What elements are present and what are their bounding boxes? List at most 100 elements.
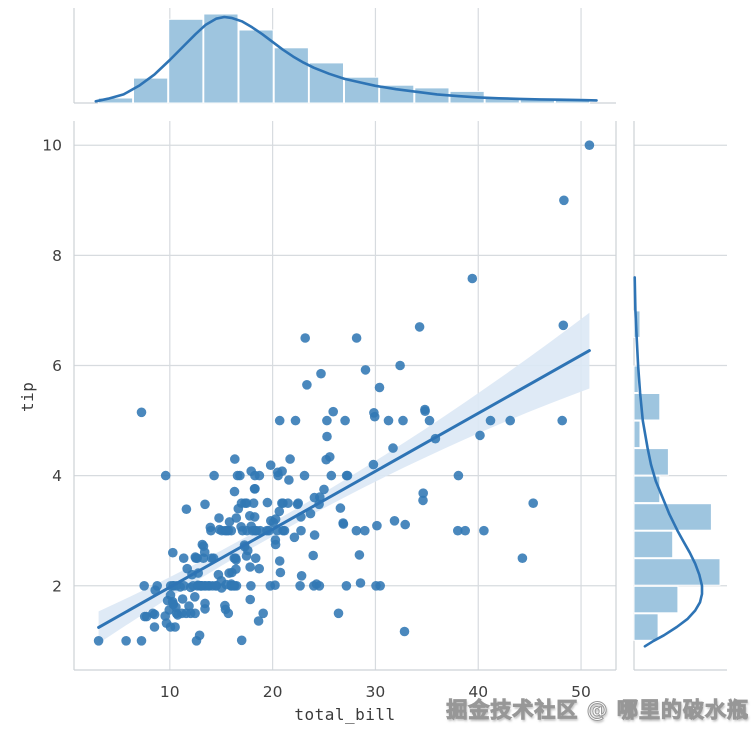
x-tick-label: 50	[571, 683, 591, 701]
scatter-point	[418, 488, 429, 499]
scatter-point	[236, 635, 247, 646]
scatter-point	[374, 382, 385, 393]
right-kde-curve	[633, 276, 704, 648]
scatter-point	[285, 454, 295, 464]
top-histogram-bar	[273, 47, 309, 104]
scatter-point	[181, 504, 192, 514]
x-tick-label: 30	[366, 683, 386, 701]
scatter-point	[136, 407, 147, 418]
tick-labels: 10 20 30 40 50 2 4 6 8 10	[42, 137, 591, 701]
top-kde-curve	[94, 15, 598, 103]
scatter-point	[354, 550, 365, 560]
scatter-point	[584, 140, 595, 150]
scatter-point	[139, 581, 149, 591]
scatter-point	[258, 608, 269, 619]
scatter-point	[295, 581, 305, 591]
x-tick-label: 20	[263, 683, 283, 701]
scatter-point	[290, 415, 301, 426]
scatter-point	[322, 431, 332, 442]
scatter-point	[292, 499, 303, 510]
scatter-point	[165, 622, 176, 632]
scatter-point	[453, 525, 463, 536]
scatter-point	[249, 512, 260, 522]
scatter-point	[289, 532, 300, 543]
scatter-point	[121, 636, 131, 646]
scatter-point	[479, 525, 489, 536]
scatter-point	[213, 569, 224, 580]
scatter-point	[220, 600, 230, 611]
y-tick-label: 4	[52, 467, 62, 485]
scatter-point	[360, 365, 371, 375]
y-tick-label: 10	[42, 137, 62, 155]
scatter-point	[198, 553, 209, 563]
scatter-point	[275, 567, 286, 578]
scatter-point	[360, 525, 370, 536]
scatter-point	[395, 360, 405, 371]
scatter-point	[162, 595, 173, 606]
scatter-point	[316, 368, 326, 379]
scatter-point	[255, 525, 265, 536]
scatter-point	[309, 530, 320, 540]
scatter-point	[270, 535, 281, 545]
scatter-point	[372, 520, 382, 531]
scatter-point	[246, 581, 256, 591]
scatter-point	[178, 553, 189, 563]
y-tick-label: 2	[52, 577, 62, 595]
gridlines	[74, 8, 727, 670]
scatter-point	[400, 519, 411, 530]
x-tick-label: 40	[468, 683, 488, 701]
scatter-point	[309, 581, 319, 591]
scatter-point	[383, 415, 394, 426]
top-histogram-bars	[97, 13, 591, 104]
scatter-point	[351, 525, 362, 536]
scatter-point	[371, 581, 381, 591]
scatter-point	[200, 604, 210, 614]
scatter-point	[190, 608, 200, 619]
scatter-point	[232, 470, 243, 481]
scatter-point	[414, 322, 425, 332]
scatter-point	[322, 415, 332, 426]
scatter-point	[517, 553, 528, 563]
scatter-point	[399, 626, 410, 637]
top-histogram-bar	[133, 77, 169, 104]
scatter-point	[160, 470, 171, 481]
scatter-point	[558, 320, 569, 331]
x-tick-label: 10	[160, 683, 180, 701]
scatter-point	[191, 636, 202, 646]
scatter-point	[211, 581, 221, 591]
scatter-point	[368, 459, 379, 470]
scatter-point	[229, 553, 240, 563]
scatter-point	[475, 430, 485, 441]
scatter-point	[274, 506, 285, 517]
right-histogram-bar	[633, 585, 679, 614]
y-axis-label: tip	[18, 381, 37, 412]
scatter-point	[342, 470, 353, 481]
scatter-point	[136, 636, 147, 646]
scatter-point	[557, 415, 567, 426]
regression-line	[97, 349, 591, 629]
scatter-point	[233, 503, 244, 514]
scatter-point	[221, 579, 231, 590]
scatter-point	[214, 513, 224, 523]
scatter-point	[229, 486, 240, 497]
y-tick-label: 6	[52, 357, 62, 375]
scatter-point	[300, 333, 311, 343]
top-histogram-bar	[238, 29, 274, 104]
scatter-point	[265, 460, 276, 471]
scatter-point	[453, 470, 464, 481]
scatter-point	[274, 415, 285, 426]
scatter-point	[248, 498, 259, 509]
scatter-point	[389, 516, 400, 526]
right-histogram-bar	[633, 503, 712, 531]
scatter-point	[223, 608, 234, 619]
scatter-point	[179, 581, 189, 591]
scatter-point	[398, 415, 408, 426]
scatter-point	[268, 517, 279, 528]
scatter-point	[420, 406, 430, 417]
scatter-point	[221, 525, 232, 536]
scatter-point	[198, 541, 209, 551]
scatter-point	[274, 556, 285, 566]
axes-spines	[73, 8, 727, 671]
